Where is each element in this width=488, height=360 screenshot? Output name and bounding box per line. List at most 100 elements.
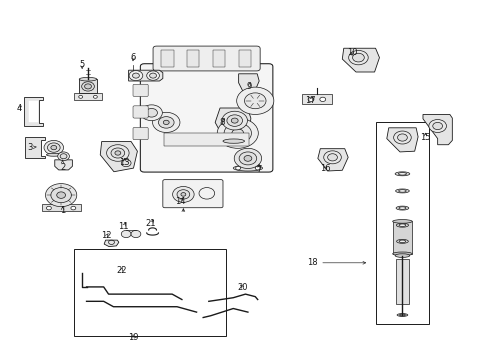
Ellipse shape xyxy=(398,224,405,226)
Text: 6: 6 xyxy=(130,53,135,62)
Circle shape xyxy=(224,123,251,143)
Circle shape xyxy=(132,73,139,78)
Polygon shape xyxy=(79,79,97,93)
Text: 17: 17 xyxy=(305,96,315,105)
FancyBboxPatch shape xyxy=(153,46,260,71)
Polygon shape xyxy=(422,114,451,145)
Ellipse shape xyxy=(396,239,407,243)
Text: 5: 5 xyxy=(80,60,84,69)
Circle shape xyxy=(231,129,243,138)
Circle shape xyxy=(231,118,238,123)
Circle shape xyxy=(47,143,60,152)
Circle shape xyxy=(172,186,194,202)
Bar xyxy=(74,93,102,100)
Circle shape xyxy=(106,145,129,161)
Ellipse shape xyxy=(223,139,244,143)
Text: 19: 19 xyxy=(127,333,138,342)
Ellipse shape xyxy=(394,254,409,257)
Circle shape xyxy=(432,122,442,130)
Polygon shape xyxy=(25,137,45,158)
Polygon shape xyxy=(386,128,417,152)
Circle shape xyxy=(152,112,180,132)
Circle shape xyxy=(121,230,131,238)
Circle shape xyxy=(111,148,124,158)
Polygon shape xyxy=(24,97,43,126)
Circle shape xyxy=(45,184,77,207)
Circle shape xyxy=(348,50,367,65)
Circle shape xyxy=(51,145,57,150)
Bar xyxy=(161,50,173,67)
Polygon shape xyxy=(317,149,347,171)
FancyBboxPatch shape xyxy=(133,84,148,96)
Circle shape xyxy=(149,73,156,78)
Ellipse shape xyxy=(79,77,97,81)
Polygon shape xyxy=(238,74,259,93)
Circle shape xyxy=(81,82,94,91)
FancyBboxPatch shape xyxy=(133,106,148,118)
Text: 11: 11 xyxy=(118,222,128,231)
Circle shape xyxy=(244,156,251,161)
Text: 15: 15 xyxy=(419,133,430,142)
Circle shape xyxy=(79,95,82,98)
Bar xyxy=(239,50,251,67)
Text: 1: 1 xyxy=(60,206,65,215)
Ellipse shape xyxy=(233,165,262,171)
Circle shape xyxy=(327,154,337,161)
Circle shape xyxy=(44,140,63,155)
Ellipse shape xyxy=(396,314,407,316)
Circle shape xyxy=(177,190,189,199)
Text: 10: 10 xyxy=(346,48,357,57)
Text: 9: 9 xyxy=(246,82,251,91)
Bar xyxy=(395,259,408,304)
Circle shape xyxy=(181,193,185,196)
Ellipse shape xyxy=(396,223,408,227)
Circle shape xyxy=(93,95,97,98)
Circle shape xyxy=(131,230,141,238)
Circle shape xyxy=(393,131,410,144)
Bar xyxy=(74,249,225,336)
FancyBboxPatch shape xyxy=(163,180,223,208)
Ellipse shape xyxy=(399,314,405,316)
Circle shape xyxy=(58,152,69,161)
Circle shape xyxy=(145,108,157,117)
Text: 20: 20 xyxy=(237,283,247,292)
Circle shape xyxy=(158,117,174,128)
Circle shape xyxy=(146,71,159,80)
Bar xyxy=(392,221,411,254)
Circle shape xyxy=(352,53,364,62)
Circle shape xyxy=(51,188,71,203)
Text: 12: 12 xyxy=(101,231,112,240)
Circle shape xyxy=(319,97,325,102)
Text: 4: 4 xyxy=(17,104,22,112)
Circle shape xyxy=(129,71,142,81)
Circle shape xyxy=(141,105,162,121)
Text: 22: 22 xyxy=(116,266,126,275)
Circle shape xyxy=(255,166,260,170)
Circle shape xyxy=(307,97,313,102)
Text: 21: 21 xyxy=(145,219,156,228)
FancyBboxPatch shape xyxy=(133,127,148,140)
Circle shape xyxy=(217,118,258,148)
Ellipse shape xyxy=(46,153,61,156)
Text: 7: 7 xyxy=(256,165,261,174)
Ellipse shape xyxy=(392,220,411,223)
Polygon shape xyxy=(55,160,72,170)
Circle shape xyxy=(222,111,247,130)
Circle shape xyxy=(239,152,256,165)
Polygon shape xyxy=(29,101,38,122)
Circle shape xyxy=(234,148,261,168)
Ellipse shape xyxy=(398,240,405,243)
Bar xyxy=(302,94,331,104)
Text: 13: 13 xyxy=(119,158,130,167)
Polygon shape xyxy=(104,240,119,247)
Circle shape xyxy=(115,151,121,155)
Circle shape xyxy=(71,206,76,210)
Ellipse shape xyxy=(395,189,408,193)
FancyBboxPatch shape xyxy=(140,64,272,172)
Bar xyxy=(41,204,81,211)
Polygon shape xyxy=(342,48,379,72)
Text: 16: 16 xyxy=(319,164,330,173)
Polygon shape xyxy=(215,108,250,146)
Ellipse shape xyxy=(392,252,411,256)
Circle shape xyxy=(60,154,67,159)
